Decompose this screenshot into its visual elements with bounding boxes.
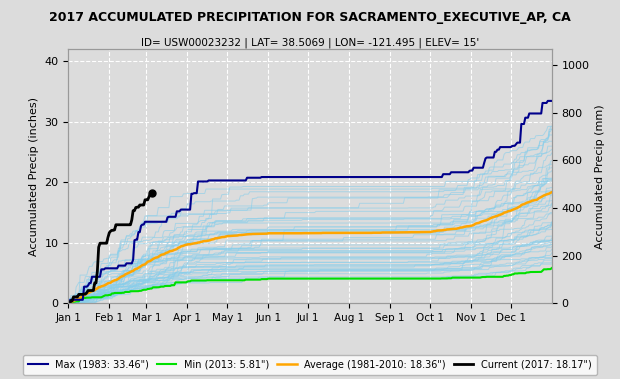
Y-axis label: Accumulated Precip (inches): Accumulated Precip (inches) [29, 97, 39, 256]
Text: ID= USW00023232 | LAT= 38.5069 | LON= -121.495 | ELEV= 15': ID= USW00023232 | LAT= 38.5069 | LON= -1… [141, 38, 479, 49]
Text: 2017 ACCUMULATED PRECIPITATION FOR SACRAMENTO_EXECUTIVE_AP, CA: 2017 ACCUMULATED PRECIPITATION FOR SACRA… [49, 11, 571, 24]
Legend: Max (1983: 33.46"), Min (2013: 5.81"), Average (1981-2010: 18.36"), Current (201: Max (1983: 33.46"), Min (2013: 5.81"), A… [24, 355, 596, 374]
Y-axis label: Accumulated Precip (mm): Accumulated Precip (mm) [595, 104, 605, 249]
